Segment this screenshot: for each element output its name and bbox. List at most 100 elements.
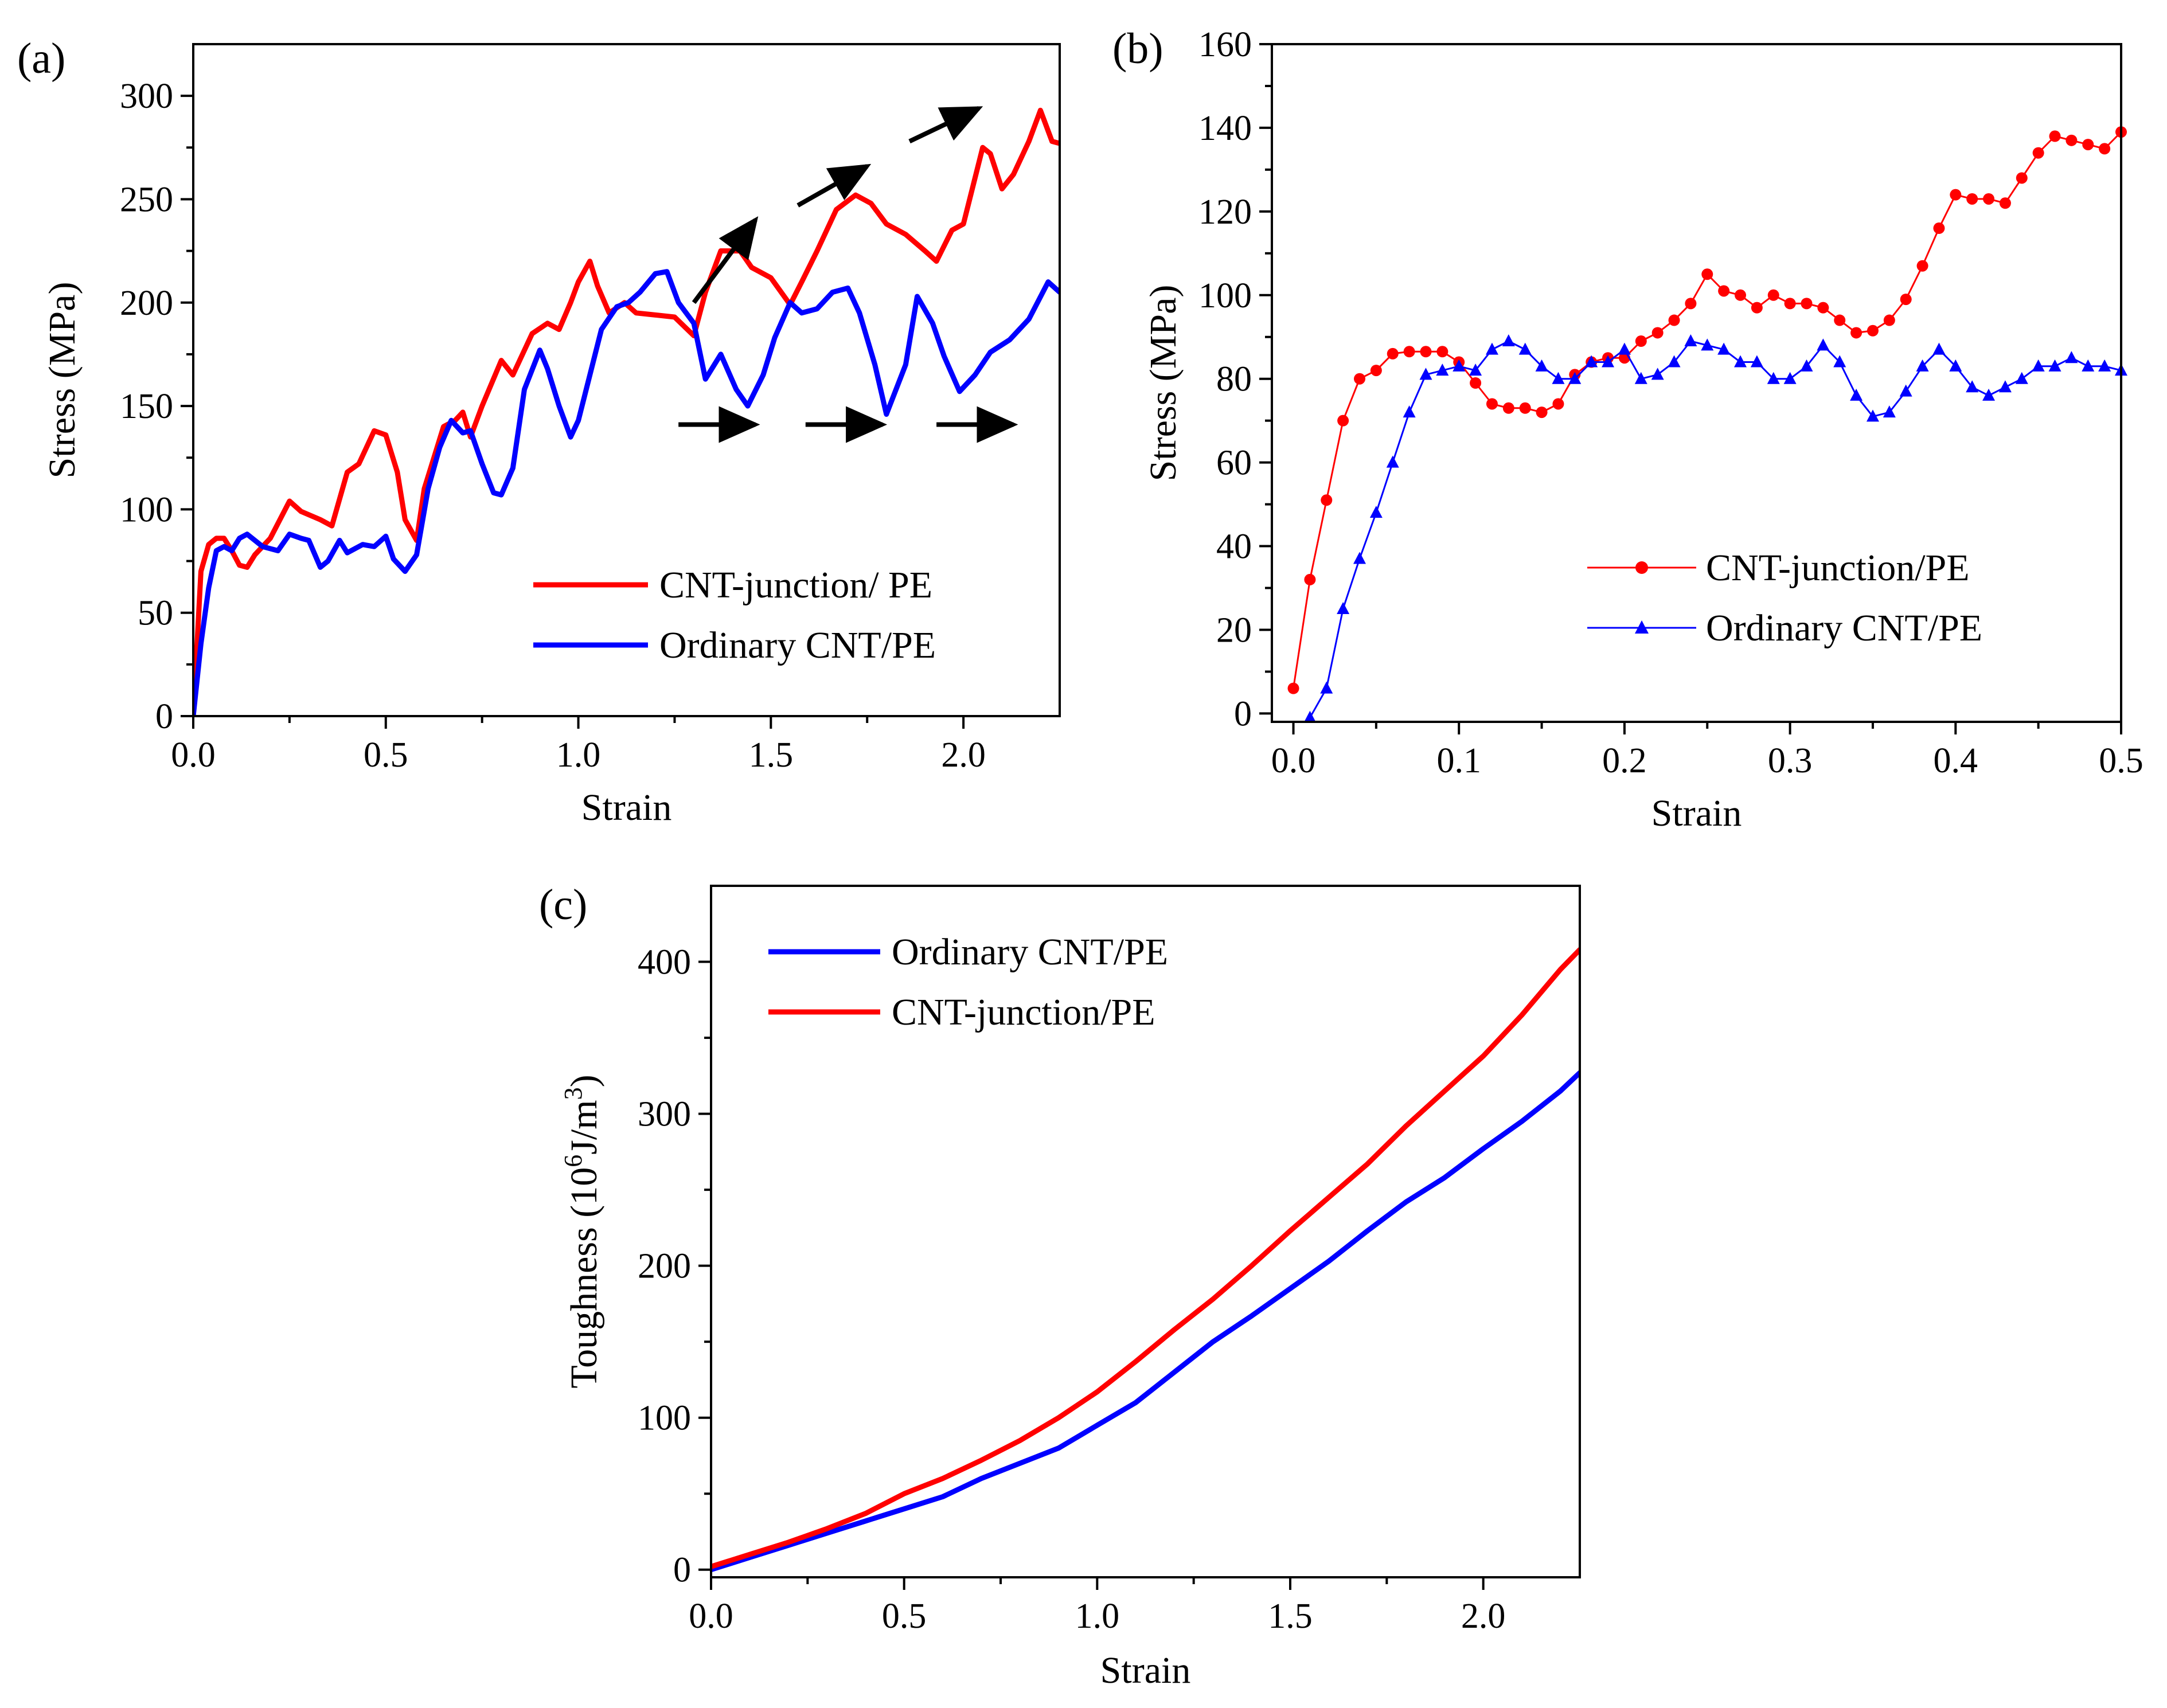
data-point-cnt-junction: [1999, 197, 2011, 209]
data-point-cnt-junction: [1387, 347, 1399, 359]
annotation-arrow: [692, 216, 759, 304]
data-point-cnt-junction: [1287, 682, 1299, 694]
data-point-ordinary-cnt: [1817, 338, 1830, 351]
data-point-ordinary-cnt: [1552, 372, 1565, 384]
data-point-ordinary-cnt: [1535, 359, 1548, 372]
data-point-ordinary-cnt: [1932, 342, 1946, 355]
data-point-cnt-junction: [1767, 289, 1779, 301]
data-point-ordinary-cnt: [2015, 372, 2028, 384]
x-tick-label: 1.5: [1268, 1597, 1313, 1636]
data-point-cnt-junction: [1552, 398, 1564, 410]
legend-marker: [1635, 561, 1648, 574]
data-point-ordinary-cnt: [1403, 405, 1416, 418]
data-point-cnt-junction: [1983, 193, 1995, 205]
data-point-cnt-junction: [1502, 402, 1514, 414]
data-point-ordinary-cnt: [1767, 372, 1780, 384]
data-point-ordinary-cnt: [1453, 359, 1466, 372]
data-point-cnt-junction: [1337, 415, 1349, 427]
legend-label: CNT-junction/PE: [1706, 547, 1970, 589]
data-point-ordinary-cnt: [1634, 372, 1647, 384]
x-tick-label: 2.0: [1461, 1597, 1506, 1636]
data-point-cnt-junction: [1701, 268, 1713, 280]
legend-label: CNT-junction/PE: [892, 991, 1155, 1033]
data-point-ordinary-cnt: [1618, 342, 1631, 355]
x-tick-label: 1.0: [1075, 1597, 1120, 1636]
x-tick-label: 0.3: [1768, 741, 1813, 780]
data-point-cnt-junction: [2049, 130, 2061, 142]
x-axis-title: Strain: [1651, 792, 1742, 834]
data-point-ordinary-cnt: [1419, 368, 1432, 380]
data-point-ordinary-cnt: [1668, 355, 1681, 368]
data-point-ordinary-cnt: [1353, 552, 1366, 564]
y-axis-title-superscript: 3: [559, 1087, 587, 1100]
data-point-ordinary-cnt: [1833, 355, 1846, 368]
data-point-ordinary-cnt: [1651, 368, 1664, 380]
data-point-cnt-junction: [1651, 327, 1664, 339]
x-tick-label: 0.0: [689, 1597, 733, 1636]
data-point-cnt-junction: [1883, 314, 1895, 326]
series-line-ordinary-cnt: [193, 269, 1060, 716]
data-point-cnt-junction: [1817, 302, 1829, 314]
series-line-cnt-junction: [711, 947, 1580, 1569]
y-axis-title: Toughness (106J/m3): [559, 1074, 605, 1388]
data-point-cnt-junction: [2016, 172, 2028, 184]
y-tick-label: 0: [673, 1551, 691, 1590]
data-point-ordinary-cnt: [1602, 355, 1615, 368]
data-point-cnt-junction: [1370, 365, 1382, 377]
data-point-ordinary-cnt: [1386, 455, 1399, 468]
data-point-cnt-junction: [1321, 494, 1333, 506]
data-point-ordinary-cnt: [1899, 384, 1912, 397]
y-tick-label: 100: [638, 1399, 691, 1438]
y-axis-title: Stress (MPa): [41, 282, 83, 479]
data-point-cnt-junction: [2082, 139, 2094, 151]
x-tick-label: 0.2: [1602, 741, 1647, 780]
y-axis-title-part: Toughness (10: [563, 1167, 605, 1389]
data-point-cnt-junction: [1436, 346, 1448, 358]
legend-label: CNT-junction/ PE: [659, 564, 932, 606]
data-point-ordinary-cnt: [1585, 355, 1598, 368]
legend-label: Ordinary CNT/PE: [659, 624, 936, 666]
data-point-cnt-junction: [1354, 373, 1366, 385]
x-tick-label: 0.4: [1934, 741, 1978, 780]
data-point-cnt-junction: [1668, 314, 1680, 326]
data-point-ordinary-cnt: [1883, 405, 1896, 418]
y-axis-title-part: ): [563, 1074, 605, 1087]
data-point-ordinary-cnt: [1850, 388, 1863, 401]
y-tick-label: 400: [638, 943, 691, 982]
panel-label: (b): [1112, 25, 1163, 73]
data-point-ordinary-cnt: [1949, 359, 1962, 372]
data-point-ordinary-cnt: [1485, 342, 1498, 355]
data-point-cnt-junction: [1966, 193, 1978, 205]
data-point-cnt-junction: [1718, 285, 1730, 297]
data-point-ordinary-cnt: [1502, 334, 1515, 347]
y-tick-label: 40: [1216, 527, 1252, 566]
data-point-cnt-junction: [1403, 346, 1415, 358]
x-tick-label: 0.5: [364, 736, 408, 775]
x-axis-title: Strain: [1100, 1650, 1191, 1691]
data-point-cnt-junction: [1486, 398, 1498, 410]
data-point-cnt-junction: [1867, 325, 1879, 337]
y-tick-label: 80: [1216, 360, 1252, 399]
data-point-cnt-junction: [1900, 294, 1912, 306]
panel-c: (c) 0.0 0.5 1.0 1.5 2.0 0 100 200 300 400 Strain Tou…: [539, 881, 1581, 1691]
annotation-arrow: [796, 163, 872, 208]
y-tick-label: 120: [1198, 193, 1252, 232]
data-point-cnt-junction: [1850, 327, 1863, 339]
x-tick-label: 1.5: [749, 736, 794, 775]
plot-frame: [192, 43, 1061, 717]
y-tick-label: 250: [120, 180, 173, 219]
y-tick-label: 0: [155, 697, 173, 736]
y-axis-title: Stress (MPa): [1142, 285, 1184, 482]
data-point-ordinary-cnt: [1966, 380, 1979, 393]
x-tick-label: 0.0: [171, 736, 216, 775]
data-point-cnt-junction: [1916, 260, 1928, 272]
data-point-cnt-junction: [1519, 402, 1531, 414]
data-point-ordinary-cnt: [1750, 355, 1763, 368]
data-point-ordinary-cnt: [1303, 710, 1317, 723]
data-point-ordinary-cnt: [1369, 506, 1383, 518]
data-point-ordinary-cnt: [2098, 359, 2111, 372]
data-point-ordinary-cnt: [1469, 364, 1482, 376]
x-tick-label: 0.5: [2099, 741, 2143, 780]
y-tick-label: 100: [120, 490, 173, 529]
series-line-ordinary-cnt: [1309, 340, 2121, 719]
